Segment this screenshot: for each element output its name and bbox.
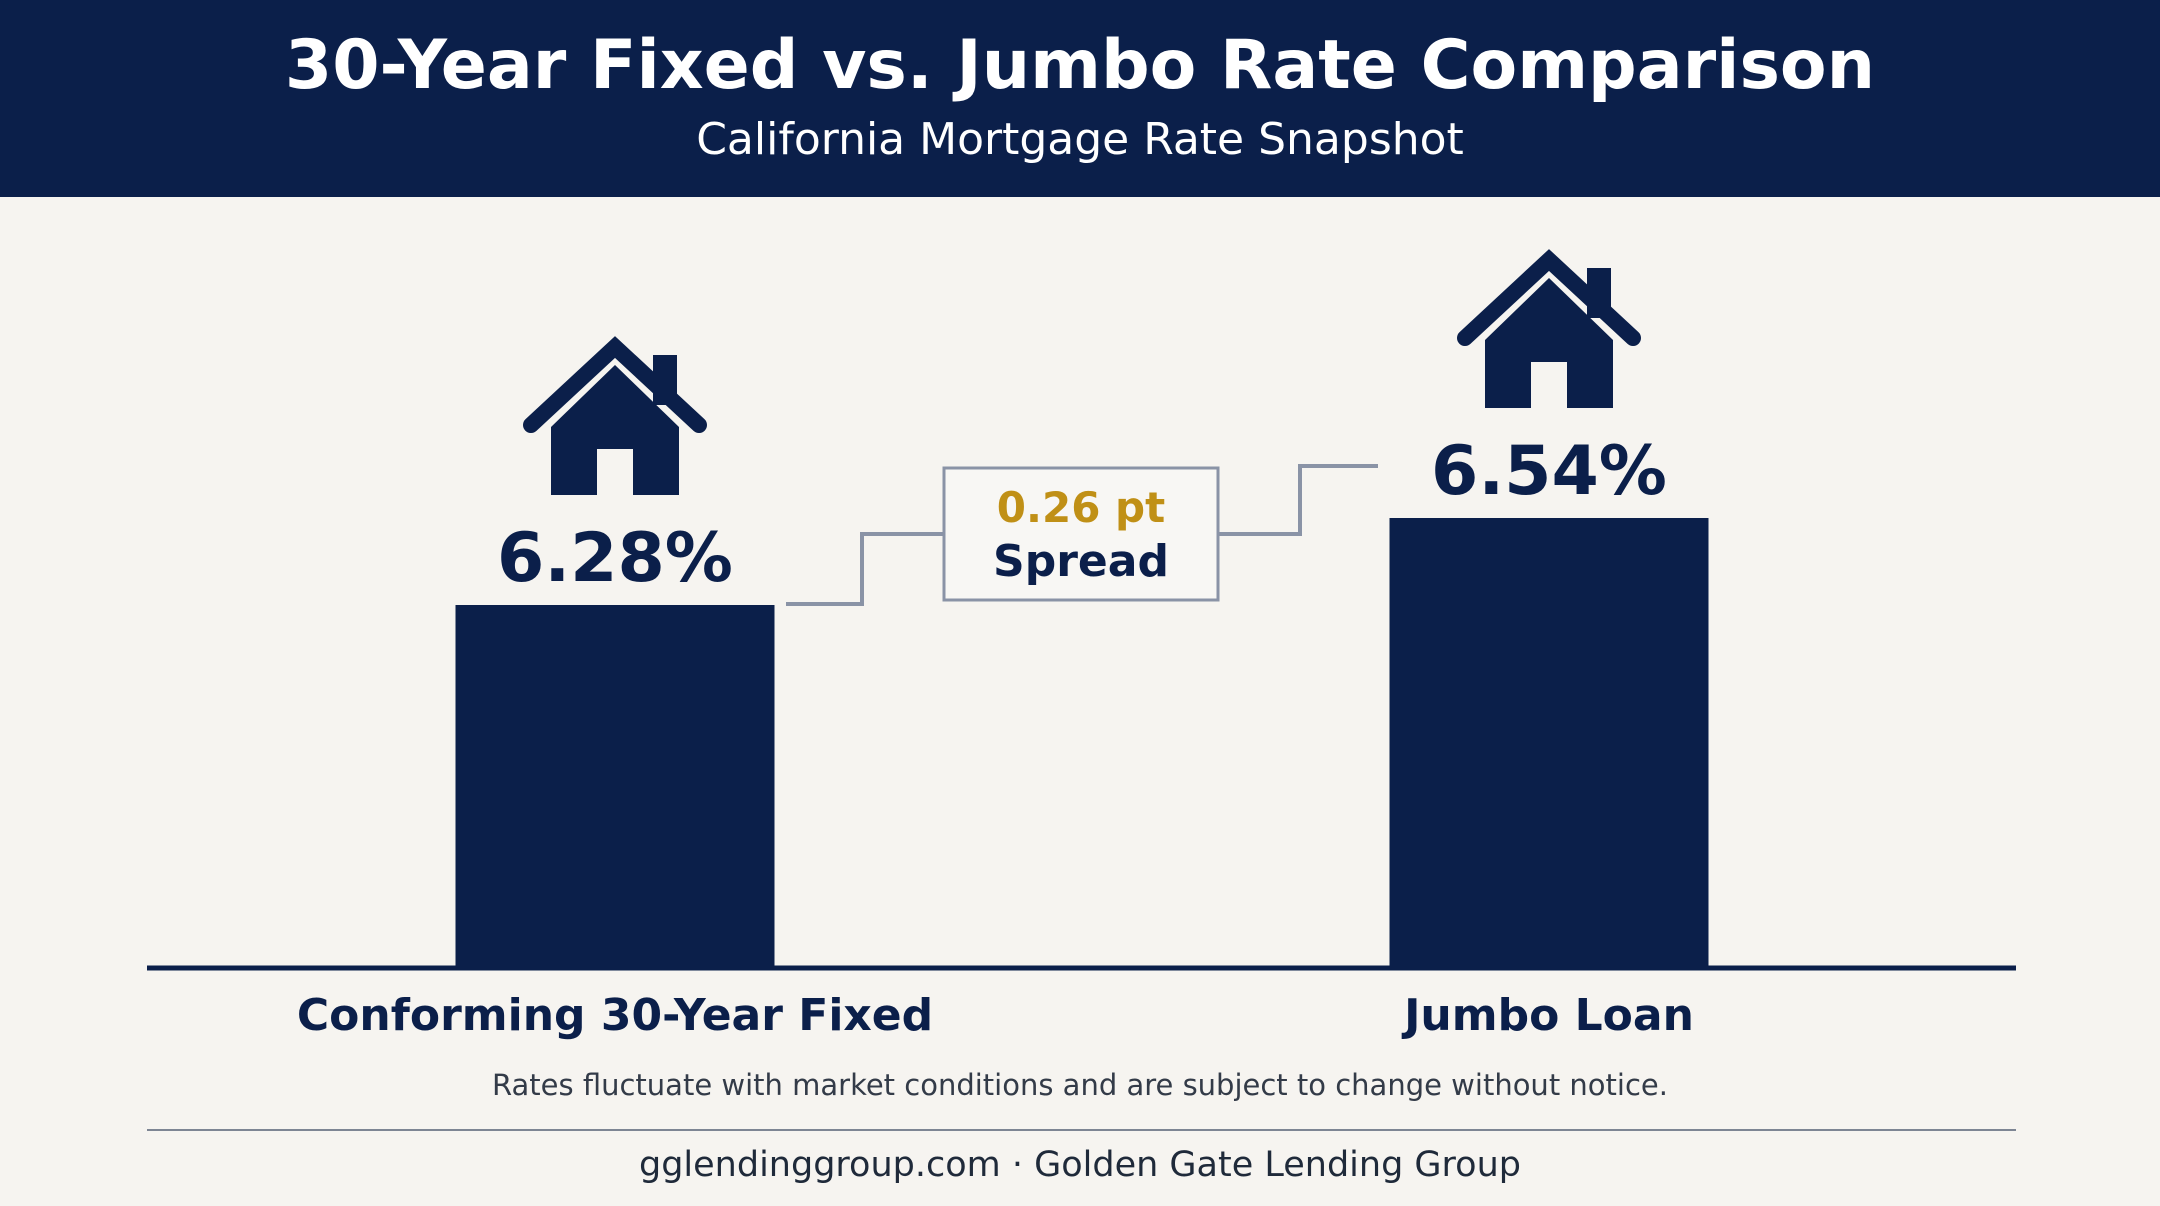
spread-box: [942, 466, 1220, 602]
category-label-jumbo: Jumbo Loan: [1401, 990, 1694, 1041]
disclaimer: Rates fluctuate with market conditions a…: [492, 1068, 1668, 1102]
page-title: 30-Year Fixed vs. Jumbo Rate Comparison: [284, 26, 1876, 105]
spread-connector-right: [1218, 464, 1378, 536]
bar-conforming: [455, 605, 775, 966]
footer-divider: [147, 1129, 2016, 1131]
house-icon: [523, 336, 707, 495]
page-subtitle: California Mortgage Rate Snapshot: [696, 114, 1464, 165]
spread-value: 0.26 pt: [997, 483, 1165, 532]
header: 30-Year Fixed vs. Jumbo Rate Comparison …: [0, 0, 2160, 197]
bar-jumbo: [1389, 518, 1709, 966]
category-label-conforming: Conforming 30-Year Fixed: [297, 990, 933, 1041]
house-body: [551, 365, 679, 495]
value-label-jumbo: 6.54%: [1431, 432, 1667, 511]
house-chimney: [653, 355, 677, 405]
spread-label: Spread: [993, 536, 1169, 587]
house-chimney: [1587, 268, 1611, 318]
footer-credit: gglendinggroup.com · Golden Gate Lending…: [638, 1145, 1521, 1185]
spread-connector-left: [786, 532, 944, 606]
house-body: [1485, 278, 1613, 408]
value-label-conforming: 6.28%: [497, 519, 733, 598]
house-icon: [1457, 249, 1641, 408]
